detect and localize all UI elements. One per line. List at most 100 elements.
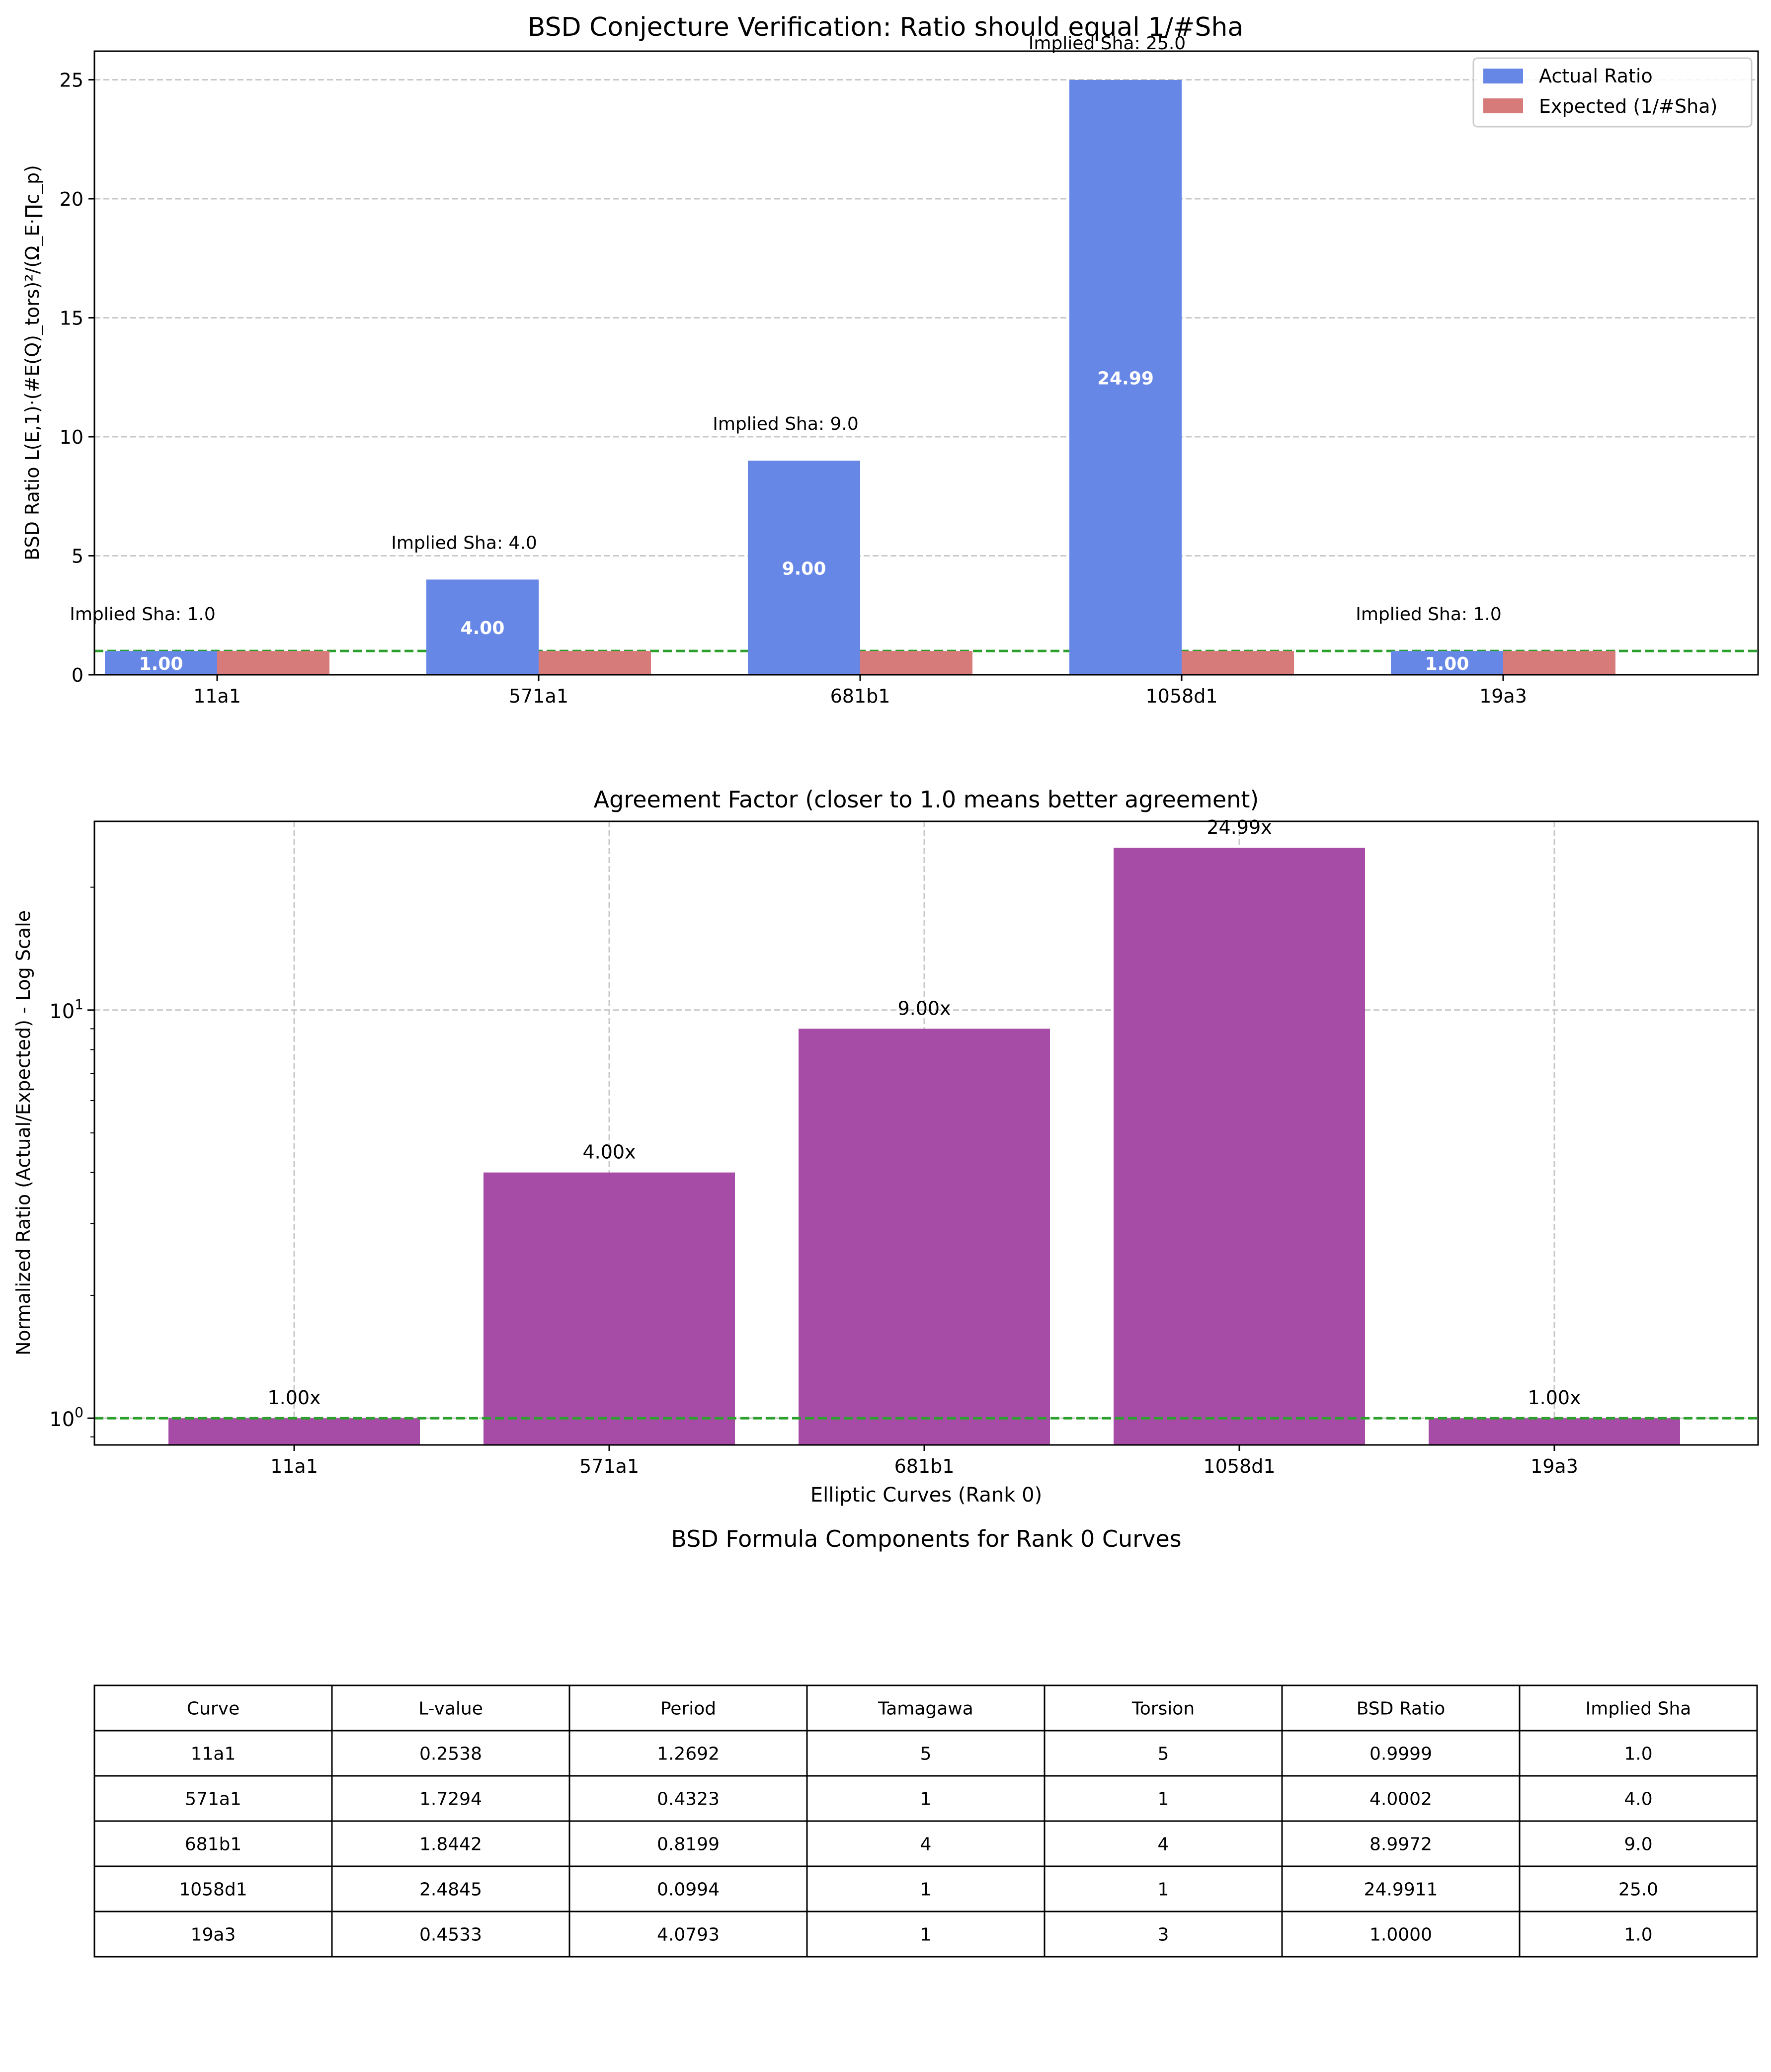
chart1-y-ticks: 0 5 10 15 20 25: [60, 69, 94, 686]
factor-bar-1058d1: [1114, 848, 1365, 1445]
table-cell-text: 681b1: [185, 1834, 242, 1855]
factor-value-label: 1.00x: [1528, 1387, 1581, 1409]
chart2-x-tick-label: 1058d1: [1203, 1455, 1275, 1477]
table-header-text: L-value: [418, 1699, 483, 1719]
legend-label-expected: Expected (1/#Sha): [1539, 95, 1717, 117]
chart2-title: Agreement Factor (closer to 1.0 means be…: [594, 786, 1259, 813]
chart1-x-tick-label: 19a3: [1479, 685, 1527, 707]
factor-bar-11a1: [168, 1418, 420, 1445]
bar-value-label: 4.00: [461, 618, 505, 638]
table-header-text: Curve: [187, 1699, 240, 1719]
chart1-y-tick-label: 20: [60, 188, 83, 210]
implied-sha-annotation: Implied Sha: 4.0: [391, 533, 537, 553]
legend-swatch-actual: [1483, 69, 1523, 83]
chart1-y-axis-label: BSD Ratio L(E,1)·(#E(Q)_tors)²/(Ω_E·∏c_p…: [21, 165, 43, 560]
table-cell-text: 1: [1158, 1880, 1169, 1900]
chart2-bars: [168, 848, 1680, 1445]
table-cell: [1519, 1911, 1758, 1958]
chart2-y-tick-label: 101: [49, 996, 83, 1023]
chart1-y-tick-label: 0: [72, 664, 83, 686]
table-cell: [331, 1911, 570, 1958]
table-cell-text: 1: [1158, 1789, 1169, 1810]
bar-actual-1058d1: [1069, 80, 1182, 675]
bar-expected-19a3: [1503, 651, 1615, 675]
table-cell-text: 25.0: [1618, 1880, 1658, 1900]
table-cell-text: 19a3: [191, 1925, 236, 1945]
table-cell-text: 1: [920, 1880, 932, 1900]
chart2-x-tick-label: 571a1: [579, 1455, 639, 1477]
table-cell: [1044, 1911, 1283, 1958]
bsd-components-table: BSD Formula Components for Rank 0 Curves…: [93, 1525, 1758, 1958]
chart2-y-tick-label: 100: [49, 1404, 83, 1431]
table-cell-text: 0.4323: [657, 1789, 720, 1810]
table-cell: [93, 1730, 333, 1777]
table-cell: [806, 1865, 1046, 1913]
table-cell-text: 0.8199: [657, 1834, 720, 1855]
bsd-ratio-chart: BSD Conjecture Verification: Ratio shoul…: [21, 12, 1759, 707]
table-cell: [568, 1911, 808, 1958]
implied-sha-annotation: Implied Sha: 1.0: [70, 604, 216, 625]
table-cell-text: 1: [920, 1925, 932, 1945]
chart1-x-tick-label: 1058d1: [1145, 685, 1217, 707]
table-cell-text: 1.0: [1624, 1744, 1652, 1764]
table-cell: [1281, 1730, 1521, 1777]
chart2-x-axis-label: Elliptic Curves (Rank 0): [810, 1484, 1042, 1507]
table-cell: [1519, 1865, 1758, 1913]
table-cell-text: 4.0793: [657, 1925, 720, 1945]
bar-expected-571a1: [539, 651, 651, 675]
table-cell-text: 4.0002: [1369, 1789, 1432, 1810]
chart1-y-tick-label: 5: [72, 545, 83, 567]
chart1-legend: Actual Ratio Expected (1/#Sha): [1472, 57, 1753, 128]
table-title: BSD Formula Components for Rank 0 Curves: [671, 1525, 1181, 1552]
legend-frame: [1472, 57, 1753, 128]
chart1-x-ticks: 11a1 571a1 681b1 1058d1 19a3: [193, 675, 1527, 707]
table-cell: [568, 1730, 808, 1777]
table-cell: [1044, 1865, 1283, 1913]
bar-value-label: 1.00: [1425, 654, 1469, 674]
bar-value-label: 9.00: [782, 559, 826, 579]
bar-expected-681b1: [860, 651, 972, 675]
bar-value-label: 24.99: [1097, 368, 1154, 389]
table-cell: [93, 1820, 333, 1867]
table-cell-text: 0.9999: [1369, 1744, 1432, 1764]
table-header-cell: [568, 1684, 808, 1732]
table-cell-text: 571a1: [185, 1789, 242, 1810]
table-cell-text: 4: [1158, 1834, 1169, 1855]
table-header-cell: [93, 1684, 333, 1732]
table-cell-text: 1.0000: [1369, 1925, 1432, 1945]
chart2-x-tick-label: 19a3: [1530, 1455, 1578, 1477]
table-cell: [331, 1820, 570, 1867]
table-cell-text: 1.0: [1624, 1925, 1652, 1945]
table-cell-text: 24.9911: [1364, 1880, 1438, 1900]
bar-actual-19a3: [1391, 651, 1503, 675]
table-cell-text: 0.4533: [419, 1925, 482, 1945]
table-cell-text: 0.2538: [419, 1744, 482, 1764]
table-cell-text: 5: [1158, 1744, 1169, 1764]
chart2-x-ticks: 11a1 571a1 681b1 1058d1 19a3: [270, 1445, 1578, 1477]
chart1-title: BSD Conjecture Verification: Ratio shoul…: [528, 12, 1243, 42]
bar-expected-1058d1: [1182, 651, 1294, 675]
bar-expected-11a1: [217, 651, 329, 675]
chart2-x-tick-label: 681b1: [894, 1455, 955, 1477]
table-cell-text: 9.0: [1624, 1834, 1652, 1855]
table-header-cell: [1519, 1684, 1758, 1732]
table-cell-text: 2.4845: [419, 1880, 482, 1900]
table-cell: [331, 1730, 570, 1777]
implied-sha-annotation: Implied Sha: 25.0: [1029, 33, 1186, 54]
factor-bar-19a3: [1429, 1418, 1680, 1445]
chart1-gridlines: [94, 79, 1758, 676]
implied-sha-annotation: Implied Sha: 9.0: [713, 414, 859, 434]
table-header-text: Period: [660, 1699, 716, 1719]
chart1-y-tick-label: 15: [60, 307, 83, 329]
chart2-y-ticks: 100 101: [49, 886, 94, 1437]
table-cell: [1281, 1911, 1521, 1958]
table-cell: [806, 1730, 1046, 1777]
factor-value-label: 1.00x: [267, 1387, 321, 1409]
bar-value-label: 1.00: [139, 654, 183, 674]
chart1-x-tick-label: 11a1: [193, 685, 241, 707]
table-cell-text: 1.2692: [657, 1744, 720, 1764]
table-cell-text: 3: [1158, 1925, 1169, 1945]
chart2-x-tick-label: 11a1: [270, 1455, 318, 1477]
table-header-text: Implied Sha: [1586, 1699, 1691, 1719]
